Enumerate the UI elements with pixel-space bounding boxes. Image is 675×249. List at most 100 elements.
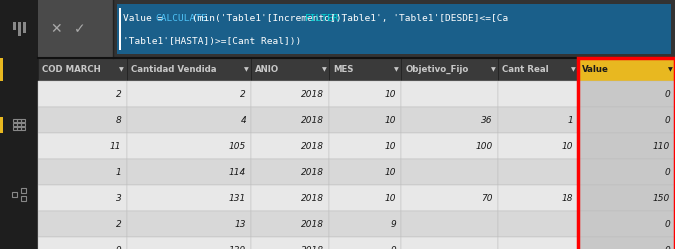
Bar xyxy=(126,211,251,237)
Bar xyxy=(578,107,675,133)
Text: Objetivo_Fijo: Objetivo_Fijo xyxy=(405,65,468,74)
Bar xyxy=(498,159,578,185)
Bar xyxy=(401,107,498,133)
Bar xyxy=(117,4,671,54)
Text: 10: 10 xyxy=(385,116,396,124)
Bar xyxy=(126,133,251,159)
Text: 131: 131 xyxy=(229,193,246,202)
Bar xyxy=(119,8,121,50)
Text: 100: 100 xyxy=(476,141,493,150)
Bar xyxy=(0,117,3,132)
Text: Value =: Value = xyxy=(123,13,169,22)
Text: 10: 10 xyxy=(385,141,396,150)
Bar xyxy=(401,237,498,249)
Bar xyxy=(578,133,675,159)
Bar xyxy=(126,58,251,81)
Text: 2: 2 xyxy=(240,89,246,99)
Bar xyxy=(38,211,126,237)
Bar xyxy=(329,159,401,185)
Text: 0: 0 xyxy=(664,116,670,124)
Bar xyxy=(251,237,329,249)
Text: 2: 2 xyxy=(116,220,122,229)
Text: 70: 70 xyxy=(481,193,493,202)
Text: 0: 0 xyxy=(664,168,670,177)
Bar xyxy=(498,107,578,133)
Text: Cant Real: Cant Real xyxy=(502,65,549,74)
Text: 1: 1 xyxy=(116,168,122,177)
Bar xyxy=(38,237,126,249)
Bar xyxy=(578,58,675,249)
Bar xyxy=(329,237,401,249)
Text: 10: 10 xyxy=(385,89,396,99)
Bar xyxy=(578,81,675,107)
Bar xyxy=(18,123,21,126)
Bar xyxy=(401,133,498,159)
Text: Cantidad Vendida: Cantidad Vendida xyxy=(130,65,216,74)
Bar xyxy=(18,127,21,130)
Bar xyxy=(38,107,126,133)
Bar xyxy=(22,119,25,122)
Bar xyxy=(38,81,126,107)
Bar xyxy=(329,185,401,211)
Bar xyxy=(329,81,401,107)
Text: 105: 105 xyxy=(229,141,246,150)
Text: 3: 3 xyxy=(116,193,122,202)
Text: CALCULATE: CALCULATE xyxy=(155,13,207,22)
Text: 9: 9 xyxy=(390,246,396,249)
Bar xyxy=(126,81,251,107)
Text: 2018: 2018 xyxy=(301,246,324,249)
Bar xyxy=(14,127,17,130)
Bar xyxy=(38,0,675,58)
Text: ANIO: ANIO xyxy=(255,65,279,74)
Bar xyxy=(126,107,251,133)
Text: 10: 10 xyxy=(562,141,573,150)
Bar xyxy=(21,196,26,201)
Bar xyxy=(38,0,113,58)
Bar xyxy=(126,237,251,249)
Bar xyxy=(12,192,17,197)
Bar xyxy=(22,123,25,126)
Text: ▼: ▼ xyxy=(244,67,248,72)
Bar xyxy=(251,159,329,185)
Text: (min('Table1'[Incremento]),: (min('Table1'[Incremento]), xyxy=(192,13,353,22)
Bar xyxy=(498,81,578,107)
Bar xyxy=(251,58,329,81)
Text: 2018: 2018 xyxy=(301,193,324,202)
Text: 2018: 2018 xyxy=(301,168,324,177)
Text: 0: 0 xyxy=(664,89,670,99)
Bar xyxy=(0,58,3,81)
Bar xyxy=(498,185,578,211)
Bar xyxy=(498,133,578,159)
Text: ▼: ▼ xyxy=(491,67,495,72)
Text: 10: 10 xyxy=(385,168,396,177)
Text: ('Table1', 'Table1'[DESDE]<=[Ca: ('Table1', 'Table1'[DESDE]<=[Ca xyxy=(329,13,508,22)
Bar xyxy=(329,133,401,159)
Text: 2018: 2018 xyxy=(301,220,324,229)
Text: 2018: 2018 xyxy=(301,116,324,124)
Text: 9: 9 xyxy=(390,220,396,229)
Text: 4: 4 xyxy=(240,116,246,124)
Bar xyxy=(329,107,401,133)
Text: 2018: 2018 xyxy=(301,89,324,99)
Bar xyxy=(251,185,329,211)
Bar xyxy=(498,211,578,237)
Text: COD MARCH: COD MARCH xyxy=(42,65,101,74)
Bar xyxy=(22,127,25,130)
Bar xyxy=(401,211,498,237)
Bar xyxy=(578,185,675,211)
Text: 36: 36 xyxy=(481,116,493,124)
Text: 139: 139 xyxy=(229,246,246,249)
Text: 1: 1 xyxy=(568,116,573,124)
Bar xyxy=(251,81,329,107)
Bar xyxy=(251,107,329,133)
Bar xyxy=(578,159,675,185)
Text: 114: 114 xyxy=(229,168,246,177)
Text: 13: 13 xyxy=(235,220,246,229)
Bar xyxy=(251,133,329,159)
Text: 'Table1'[HASTA])>=[Cant Real])): 'Table1'[HASTA])>=[Cant Real])) xyxy=(123,37,301,46)
Bar xyxy=(38,133,126,159)
Text: 0: 0 xyxy=(664,220,670,229)
Text: ▼: ▼ xyxy=(322,67,327,72)
Text: 110: 110 xyxy=(653,141,670,150)
Bar xyxy=(329,58,401,81)
